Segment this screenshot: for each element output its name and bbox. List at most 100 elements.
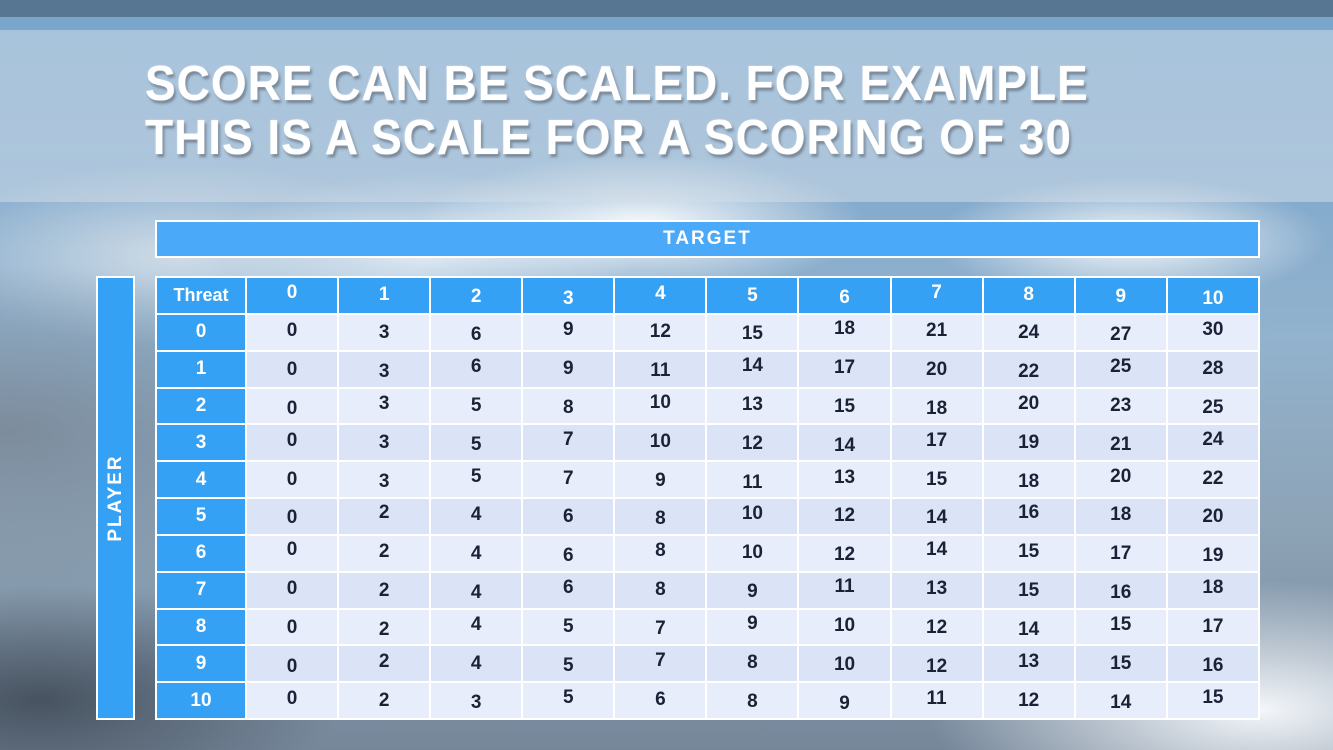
score-value: 20	[1110, 465, 1132, 487]
score-cell: 18	[891, 388, 982, 424]
score-value: 24	[1202, 428, 1224, 450]
row-header-3: 3	[157, 425, 245, 461]
table-row-player-9: 9 0 2 4 5 7 8 10 12 13 15 16	[157, 646, 1258, 682]
score-value: 2	[378, 689, 390, 711]
table-row-player-8: 8 0 2 4 5 7 9 10 12 14 15 17	[157, 609, 1258, 645]
score-value: 2	[378, 502, 390, 524]
score-cell: 5	[431, 388, 522, 424]
score-cell: 8	[615, 535, 706, 571]
score-cell: 20	[983, 388, 1074, 424]
score-value: 9	[747, 581, 758, 603]
score-cell: 17	[1075, 535, 1166, 571]
score-cell: 16	[1075, 572, 1166, 608]
score-value: 15	[1018, 541, 1040, 563]
score-cell: 6	[523, 499, 614, 534]
score-cell: 10	[799, 609, 890, 645]
column-header-label: 5	[747, 284, 758, 306]
score-cell: 7	[615, 646, 706, 682]
column-header-10: 10	[1167, 278, 1258, 313]
score-cell: 24	[983, 315, 1074, 350]
table-row-player-10: 10 0 2 3 5 6 8 9 11 12 14 15	[157, 683, 1258, 718]
score-value: 2	[378, 650, 390, 672]
score-value: 18	[1202, 577, 1224, 599]
column-header-label: 0	[286, 281, 298, 303]
column-header-5: 5	[707, 278, 798, 313]
table-row-player-7: 7 0 2 4 6 8 9 11 13 15 16 18	[157, 572, 1258, 608]
score-cell: 13	[891, 572, 982, 608]
score-cell: 23	[1075, 388, 1166, 424]
score-value: 9	[562, 319, 574, 341]
title-band: SCORE CAN BE SCALED. FOR EXAMPLE THIS IS…	[0, 30, 1333, 202]
score-value: 2	[378, 580, 390, 602]
row-header-2: 2	[157, 388, 245, 424]
column-header-label: 4	[655, 282, 666, 304]
score-cell: 12	[799, 499, 890, 534]
score-value: 11	[834, 576, 855, 598]
score-value: 20	[1018, 393, 1040, 415]
score-value: 12	[649, 321, 671, 343]
score-value: 15	[1202, 686, 1224, 708]
score-cell: 24	[1167, 425, 1258, 461]
score-value: 12	[833, 505, 856, 527]
score-value: 15	[1110, 652, 1132, 674]
score-cell: 4	[431, 535, 522, 571]
score-cell: 5	[431, 425, 522, 461]
score-value: 0	[286, 578, 298, 600]
score-cell: 12	[799, 535, 890, 571]
score-value: 6	[655, 688, 666, 710]
score-value: 7	[562, 467, 574, 489]
score-value: 5	[470, 465, 482, 487]
score-cell: 6	[615, 683, 706, 718]
score-value: 17	[833, 357, 856, 379]
score-value: 12	[1018, 689, 1040, 711]
score-value: 3	[378, 470, 390, 492]
score-cell: 9	[799, 683, 890, 718]
score-cell: 0	[247, 388, 338, 424]
column-header-9: 9	[1075, 278, 1166, 313]
score-cell: 18	[1075, 499, 1166, 534]
column-header-0: 0	[247, 278, 338, 313]
score-cell: 0	[247, 351, 338, 387]
score-value: 8	[655, 540, 666, 562]
score-value: 3	[470, 691, 482, 713]
row-header-6: 6	[157, 535, 245, 571]
score-value: 6	[562, 545, 574, 567]
score-cell: 5	[431, 462, 522, 498]
score-cell: 4	[431, 646, 522, 682]
score-cell: 19	[1167, 535, 1258, 571]
slide-title-line-2: THIS IS A SCALE FOR A SCORING OF 30	[145, 111, 1072, 165]
score-cell: 5	[523, 646, 614, 682]
score-value: 0	[286, 429, 298, 451]
score-value: 27	[1110, 324, 1132, 346]
score-value: 10	[833, 653, 856, 675]
score-cell: 15	[983, 572, 1074, 608]
score-value: 25	[1202, 397, 1224, 419]
score-value: 12	[926, 655, 948, 677]
score-cell: 6	[431, 351, 522, 387]
score-cell: 21	[891, 315, 982, 350]
score-cell: 17	[1167, 609, 1258, 645]
score-value: 5	[470, 433, 482, 455]
score-value: 18	[1110, 504, 1132, 526]
score-cell: 27	[1075, 315, 1166, 350]
table-row-player-6: 6 0 2 4 6 8 10 12 14 15 17 19	[157, 535, 1258, 571]
column-header-label: 6	[839, 286, 850, 308]
score-cell: 3	[339, 351, 430, 387]
score-value: 20	[926, 359, 948, 381]
score-cell: 3	[339, 425, 430, 461]
score-value: 14	[926, 539, 948, 561]
score-value: 14	[1018, 618, 1040, 640]
score-cell: 6	[523, 572, 614, 608]
score-cell: 15	[1075, 609, 1166, 645]
score-cell: 20	[891, 351, 982, 387]
score-value: 30	[1202, 319, 1224, 341]
score-value: 15	[1018, 580, 1040, 602]
score-value: 7	[655, 649, 666, 671]
score-value: 16	[1202, 654, 1224, 676]
player-axis-label: PLAYER	[104, 454, 126, 542]
score-cell: 18	[799, 315, 890, 350]
slide-title-line-1: SCORE CAN BE SCALED. FOR EXAMPLE	[145, 57, 1089, 111]
row-header-4: 4	[157, 462, 245, 498]
score-value: 4	[470, 543, 482, 565]
score-value: 3	[378, 431, 390, 453]
